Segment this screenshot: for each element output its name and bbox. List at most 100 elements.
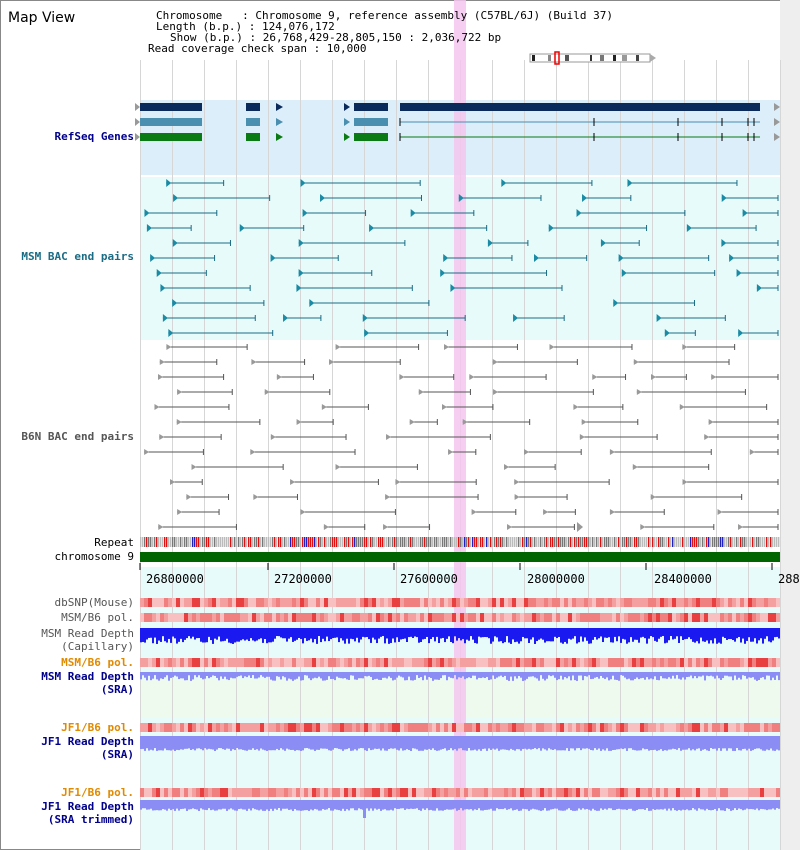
heat-cell — [396, 598, 400, 607]
track-label-jf1-depth-trimmed[interactable]: JF1 Read Depth — [41, 800, 134, 813]
repeat-element — [508, 537, 510, 547]
heat-cell — [516, 788, 520, 797]
depth-bar — [712, 736, 714, 749]
heat-cell — [620, 598, 624, 607]
depth-bar — [178, 800, 180, 811]
heat-cell — [672, 598, 676, 607]
heat-cell — [252, 613, 256, 622]
depth-bar — [632, 672, 634, 681]
depth-bar — [672, 672, 674, 676]
repeat-element — [362, 537, 364, 547]
depth-bar — [762, 800, 764, 810]
heat-cell — [140, 658, 144, 667]
depth-bar — [396, 800, 398, 809]
heat-cell — [360, 613, 364, 622]
heat-cell — [692, 723, 696, 732]
repeat-element — [220, 537, 222, 547]
depth-bar — [360, 736, 362, 749]
depth-bar — [318, 672, 320, 677]
heat-cell — [552, 598, 556, 607]
depth-bar — [408, 800, 410, 810]
depth-bar — [364, 736, 366, 751]
repeat-element — [228, 537, 230, 547]
depth-bar — [202, 628, 204, 643]
repeat-element — [300, 537, 302, 547]
depth-bar — [306, 736, 308, 749]
repeat-element — [646, 537, 648, 547]
depth-bar — [574, 672, 576, 681]
heat-cell — [148, 788, 152, 797]
heat-cell — [340, 658, 344, 667]
heat-cell — [460, 723, 464, 732]
track-label-jf1-b6-pol[interactable]: JF1/B6 pol. — [61, 721, 134, 734]
track-label-msm-b6-pol[interactable]: MSM/B6 pol. — [61, 611, 134, 624]
heat-cell — [536, 723, 540, 732]
track-label-msm-depth-capillary[interactable]: MSM Read Depth — [41, 627, 134, 640]
heat-cell — [476, 723, 480, 732]
heat-cell — [600, 788, 604, 797]
bac-end-marker — [450, 284, 456, 292]
track-label-repeat[interactable]: Repeat — [94, 536, 134, 549]
gene-arrow — [276, 118, 283, 126]
depth-bar — [328, 736, 330, 751]
depth-bar — [654, 736, 656, 750]
depth-bar — [614, 736, 616, 750]
heat-cell — [600, 658, 604, 667]
ideogram-band — [565, 55, 569, 61]
heat-cell — [496, 658, 500, 667]
depth-bar — [610, 736, 612, 751]
depth-bar — [564, 628, 566, 642]
depth-bar — [472, 800, 474, 811]
depth-bar — [294, 672, 296, 680]
depth-bar — [198, 628, 200, 639]
depth-bar — [730, 672, 732, 677]
track-label-refseq[interactable]: RefSeq Genes — [54, 130, 134, 143]
repeat-element — [686, 537, 688, 547]
repeat-element — [354, 537, 356, 547]
depth-bar — [680, 736, 682, 751]
depth-bar — [646, 628, 648, 644]
heat-cell — [584, 598, 588, 607]
repeat-element — [196, 537, 198, 547]
depth-bar — [538, 736, 540, 749]
bac-end-marker — [609, 449, 615, 455]
depth-bar — [606, 800, 608, 810]
depth-bar — [398, 736, 400, 751]
heat-cell — [440, 598, 444, 607]
depth-bar — [756, 672, 758, 681]
heat-cell — [168, 723, 172, 732]
bac-end-marker — [543, 509, 549, 515]
depth-bar — [488, 672, 490, 681]
track-label-jf1-b6-pol-2[interactable]: JF1/B6 pol. — [61, 786, 134, 799]
depth-bar — [394, 672, 396, 680]
depth-bar — [722, 672, 724, 679]
depth-bar — [148, 800, 150, 810]
depth-bar — [236, 628, 238, 642]
depth-bar — [320, 800, 322, 811]
depth-bar — [660, 800, 662, 810]
track-label-msm-bac[interactable]: MSM BAC end pairs — [21, 250, 134, 263]
track-label-dbsnp[interactable]: dbSNP(Mouse) — [54, 596, 134, 609]
depth-bar — [430, 628, 432, 640]
track-label-msm-b6-pol-2[interactable]: MSM/B6 pol. — [61, 656, 134, 669]
depth-bar — [608, 800, 610, 809]
repeat-element — [282, 537, 284, 547]
track-label-jf1-depth-sra[interactable]: JF1 Read Depth — [41, 735, 134, 748]
heat-cell — [516, 658, 520, 667]
repeat-element — [736, 537, 738, 547]
depth-bar — [476, 672, 478, 680]
repeat-element — [194, 537, 196, 547]
depth-bar — [766, 672, 768, 676]
depth-bar — [196, 736, 198, 749]
heat-cell — [536, 598, 540, 607]
heat-cell — [176, 598, 180, 607]
repeat-element — [664, 537, 666, 547]
heat-cell — [452, 788, 456, 797]
track-label-msm-depth-sra[interactable]: MSM Read Depth — [41, 670, 134, 683]
heat-cell — [564, 788, 568, 797]
depth-bar — [344, 628, 346, 644]
depth-bar — [358, 800, 360, 809]
heat-cell — [728, 723, 732, 732]
track-label-b6n-bac[interactable]: B6N BAC end pairs — [21, 430, 134, 443]
